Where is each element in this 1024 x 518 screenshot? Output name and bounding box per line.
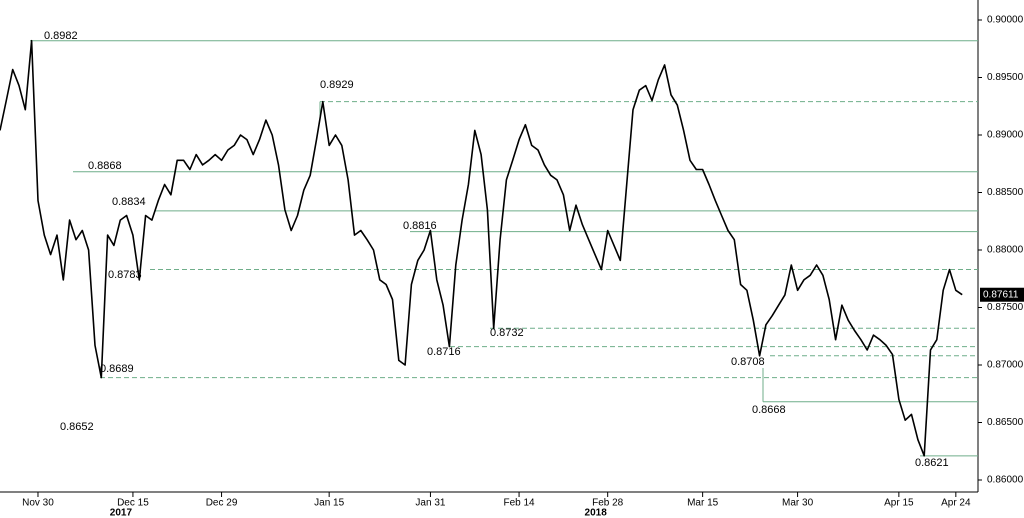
- x-tick-label: Feb 14: [503, 498, 535, 509]
- year-label: 2017: [110, 508, 133, 518]
- level-label: 0.8621: [915, 457, 949, 469]
- y-tick-label: 0.89500: [987, 72, 1024, 83]
- last-price-box: [980, 287, 1024, 302]
- y-tick-label: 0.90000: [987, 15, 1024, 26]
- x-tick-label: Apr 15: [884, 498, 914, 509]
- y-tick-label: 0.86500: [987, 417, 1024, 428]
- level-label: 0.8689: [100, 363, 134, 375]
- x-tick-label: Nov 30: [22, 498, 54, 509]
- x-tick-label: Mar 30: [782, 498, 814, 509]
- level-label: 0.8732: [490, 327, 524, 339]
- level-label: 0.8982: [44, 30, 78, 42]
- x-tick-label: Apr 24: [941, 498, 971, 509]
- x-tick-label: Jan 15: [314, 498, 344, 509]
- x-tick-label: Dec 15: [117, 498, 149, 509]
- level-label: 0.8652: [60, 421, 94, 433]
- level-label: 0.8708: [731, 356, 765, 368]
- x-tick-label: Mar 15: [687, 498, 719, 509]
- level-label: 0.8834: [112, 196, 146, 208]
- x-tick-label: Jan 31: [415, 498, 445, 509]
- x-tick-label: Feb 28: [592, 498, 624, 509]
- y-tick-label: 0.87000: [987, 360, 1024, 371]
- level-label: 0.8929: [320, 79, 354, 91]
- y-tick-label: 0.87500: [987, 302, 1024, 313]
- level-label: 0.8868: [88, 160, 122, 172]
- year-label: 2018: [585, 508, 608, 518]
- level-label: 0.8716: [427, 346, 461, 358]
- level-label: 0.8816: [403, 220, 437, 232]
- last-price-label: 0.87611: [983, 289, 1019, 300]
- y-tick-label: 0.86000: [987, 475, 1024, 486]
- y-tick-label: 0.89000: [987, 130, 1024, 141]
- y-tick-label: 0.88500: [987, 187, 1024, 198]
- x-tick-label: Dec 29: [206, 498, 238, 509]
- level-label: 0.8668: [752, 404, 786, 416]
- price-line: [0, 39, 963, 457]
- y-tick-label: 0.88000: [987, 245, 1024, 256]
- level-label: 0.8783: [108, 269, 142, 281]
